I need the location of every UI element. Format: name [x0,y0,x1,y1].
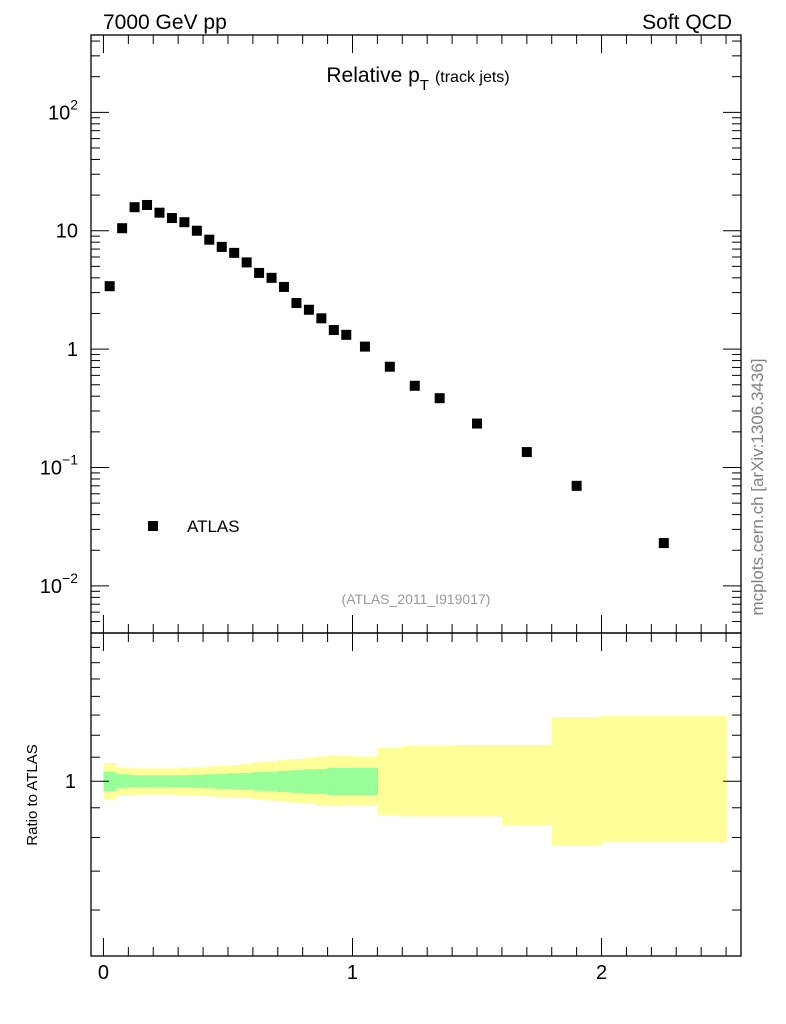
ratio-band-stat-17 [315,768,329,795]
ratio-band-total-22 [402,745,453,817]
plot-title: Relative pT (track jets) [326,64,509,94]
data-point-7 [191,225,202,236]
xtick-label-1: 1 [347,962,358,984]
data-point-17 [316,313,327,324]
data-point-2 [129,202,140,213]
ratio-band-stat-7 [190,774,204,788]
ratio-band-stat-3 [140,775,154,788]
data-point-16 [303,304,314,315]
ratio-band-stat-9 [215,773,229,789]
ratio-band-stat-1 [115,774,129,789]
data-point-5 [166,213,177,224]
legend-marker [148,521,158,531]
header-right: Soft QCD [642,11,732,34]
data-point-12 [254,267,265,278]
data-point-26 [571,480,582,491]
data-point-25 [521,447,532,458]
analysis-id: (ATLAS_2011_I919017) [342,591,491,607]
data-point-27 [658,538,669,549]
ratio-band-stat-10 [227,773,242,790]
data-points [104,199,669,549]
main-ytick-label-4: 102 [48,96,78,124]
data-point-3 [142,199,153,210]
ratio-ytick-label-0: 1 [65,771,76,793]
ratio-band-stat-15 [290,770,304,793]
main-ytick-label-1: 10−1 [40,451,78,479]
ratio-band-stat-14 [277,770,291,793]
ratio-band-stat-8 [203,774,217,789]
ratio-band-total-21 [377,747,403,815]
xtick-label-0: 0 [98,962,109,984]
data-point-15 [291,298,302,309]
data-point-19 [341,329,352,340]
ratio-band-total-25 [551,717,603,846]
data-point-0 [104,281,115,292]
ratio-band-stat-12 [252,772,266,791]
ratio-band-stat-18 [327,767,341,796]
data-point-18 [328,325,339,336]
data-point-6 [179,217,190,228]
main-ytick-label-2: 1 [67,339,78,361]
legend-label-atlas: ATLAS [187,517,240,536]
data-point-11 [241,257,252,268]
ratio-ylabel: Ratio to ATLAS [24,744,41,845]
ratio-band-stat-5 [165,775,179,788]
ratio-band-stat-6 [178,775,192,788]
ratio-band-stat-2 [128,775,142,788]
ratio-band-total-26 [601,716,727,843]
main-ytick-label-0: 10−2 [40,570,78,598]
ratio-band-stat-4 [153,775,167,788]
data-point-13 [266,272,277,283]
data-point-20 [359,341,370,352]
data-point-21 [384,361,395,372]
data-point-22 [409,380,420,391]
ratio-band-stat-20 [352,767,378,796]
ratio-band-stat-19 [340,767,354,796]
data-point-24 [472,418,483,429]
ratio-band-total-24 [501,744,553,826]
data-point-23 [434,393,445,404]
header-left: 7000 GeV pp [103,11,227,34]
main-ytick-label-3: 10 [56,221,78,243]
xtick-label-2: 2 [596,962,607,984]
ratio-band-stat-13 [265,771,279,792]
ratio-bands [103,716,727,846]
plot-title-subscript: T [420,77,429,94]
data-point-14 [279,281,290,292]
data-point-9 [216,241,227,252]
plot-title-suffix: (track jets) [435,69,510,86]
ratio-plot-frame [90,632,742,957]
data-point-10 [229,247,240,258]
data-point-4 [154,207,165,218]
ratio-band-total-23 [452,744,503,817]
ratio-band-stat-0 [103,771,117,791]
main-axis-ticks: 10−2 10−1 1 10 102 [40,35,741,956]
watermark: mcplots.cern.ch [arXiv:1306.3436] [748,358,767,615]
data-point-8 [204,234,215,245]
ratio-band-stat-11 [240,772,254,790]
data-point-1 [117,223,128,234]
ratio-band-stat-16 [302,769,316,794]
plot-title-main: Relative p [326,64,419,87]
